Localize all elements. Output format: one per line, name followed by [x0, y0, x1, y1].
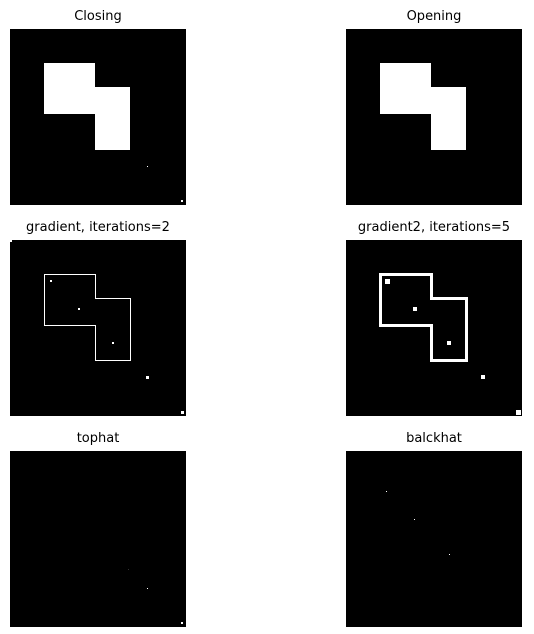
noise-dot	[516, 410, 521, 415]
noise-dot	[128, 569, 129, 570]
noise-dot	[181, 411, 184, 414]
gradient-outline	[44, 274, 131, 361]
noise-dot	[449, 554, 450, 555]
panel-title-closing: Closing	[74, 9, 122, 24]
noise-dot	[181, 622, 183, 624]
image-gradient2	[346, 240, 522, 416]
noise-dot	[147, 166, 148, 167]
noise-dot	[447, 341, 451, 345]
noise-dot	[146, 376, 149, 379]
image-gradient	[10, 240, 186, 416]
opened-shape	[380, 63, 466, 150]
noise-dot	[50, 280, 52, 282]
noise-dot	[414, 519, 415, 520]
panel-title-gradient: gradient, iterations=2	[26, 220, 170, 235]
noise-dot	[481, 375, 485, 379]
panel-title-gradient2: gradient2, iterations=5	[357, 220, 511, 235]
noise-dot	[112, 342, 114, 344]
image-blackhat	[346, 451, 522, 627]
closed-shape	[44, 63, 130, 150]
noise-dot	[10, 240, 12, 242]
noise-dot	[385, 279, 390, 284]
image-opening	[346, 29, 522, 205]
gradient2-outline	[379, 273, 468, 362]
noise-dot	[386, 491, 387, 492]
panel-title-opening: Opening	[406, 9, 462, 24]
noise-dot	[181, 200, 183, 202]
noise-dot	[78, 308, 80, 310]
image-tophat	[10, 451, 186, 627]
image-closing	[10, 29, 186, 205]
noise-dot	[147, 588, 148, 589]
panel-title-tophat: tophat	[76, 431, 120, 446]
noise-dot	[413, 307, 417, 311]
panel-title-blackhat: balckhat	[406, 431, 462, 446]
